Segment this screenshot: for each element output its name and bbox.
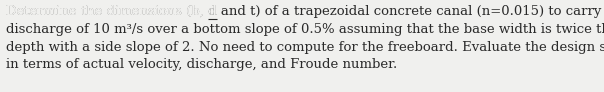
Text: Determine the dimensions (b, d and t) of a trapezoidal concrete canal (n=0.015) : Determine the dimensions (b, d and t) of…	[6, 5, 604, 18]
Text: discharge of 10 m³/s over a bottom slope of 0.5% assuming that the base width is: discharge of 10 m³/s over a bottom slope…	[6, 23, 604, 36]
Text: Determine the dimensions (b, d: Determine the dimensions (b, d	[6, 5, 217, 18]
Text: depth with a side slope of 2. No need to compute for the freeboard. Evaluate the: depth with a side slope of 2. No need to…	[6, 41, 604, 54]
Text: Determine the dimensions (b,: Determine the dimensions (b,	[6, 5, 208, 18]
Text: in terms of actual velocity, discharge, and Froude number.: in terms of actual velocity, discharge, …	[6, 58, 397, 71]
